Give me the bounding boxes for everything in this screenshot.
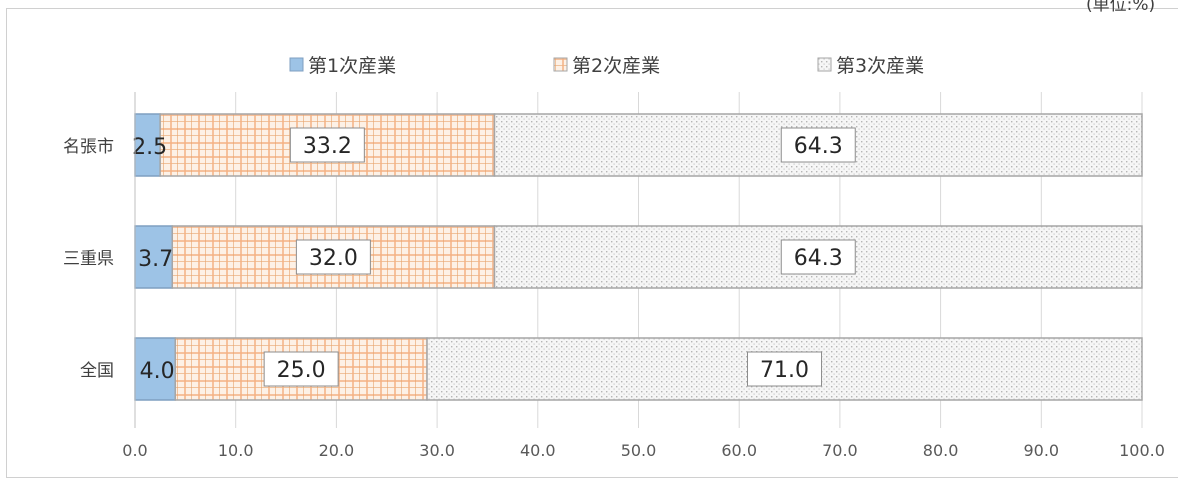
data-label: 2.5: [132, 135, 167, 160]
data-label-box: [295, 239, 371, 275]
x-tick-label: 70.0: [822, 441, 858, 460]
bar-segment: [134, 225, 174, 289]
legend-swatch: [289, 57, 304, 72]
data-label: 64.3: [794, 246, 843, 271]
unit-note: (単位:%): [1086, 0, 1156, 15]
x-tick-label: 90.0: [1023, 441, 1059, 460]
data-labels: 2.5 33.2 64.3 3.7 32.0 64.3 4.0 25.0 71.0: [132, 127, 856, 387]
x-tick-label: 30.0: [419, 441, 455, 460]
stacked-bar-chart: 2.5 33.2 64.3 3.7 32.0 64.3 4.0 25.0 71.0 0.0 10.…: [63, 55, 1165, 460]
x-tick-label: 60.0: [721, 441, 757, 460]
legend-label: 第2次産業: [572, 55, 660, 77]
data-label-box: [747, 351, 823, 387]
legend: 第1次産業 第2次産業 第3次産業: [289, 55, 924, 77]
data-label: 25.0: [277, 358, 326, 383]
data-label: 33.2: [303, 134, 352, 159]
data-label: 64.3: [794, 134, 843, 159]
x-tick-label: 20.0: [319, 441, 355, 460]
x-tick-label: 40.0: [520, 441, 556, 460]
x-tick-label: 0.0: [122, 441, 147, 460]
category-label: 三重県: [63, 249, 114, 269]
x-tick-label: 50.0: [621, 441, 657, 460]
data-label: 4.0: [140, 359, 175, 384]
legend-label: 第3次産業: [836, 55, 924, 77]
legend-label: 第1次産業: [308, 55, 396, 77]
x-tick-label: 100.0: [1119, 441, 1165, 460]
data-label: 32.0: [309, 246, 358, 271]
data-label: 3.7: [138, 247, 173, 272]
axes: 0.0 10.0 20.0 30.0 40.0 50.0 60.0 70.0 80.0 90.0 1…: [63, 92, 1165, 460]
data-label-box: [289, 127, 365, 163]
category-label: 名張市: [63, 137, 114, 157]
bars: [134, 113, 1143, 401]
data-label-box: [780, 127, 856, 163]
x-tick-label: 80.0: [923, 441, 959, 460]
x-tick-label: 10.0: [218, 441, 254, 460]
data-label-box: [263, 351, 339, 387]
category-label: 全国: [80, 361, 114, 381]
data-label: 71.0: [760, 358, 809, 383]
legend-swatch: [817, 57, 832, 72]
legend-swatch: [553, 57, 568, 72]
data-label-box: [780, 239, 856, 275]
bar-segment: [134, 337, 177, 401]
